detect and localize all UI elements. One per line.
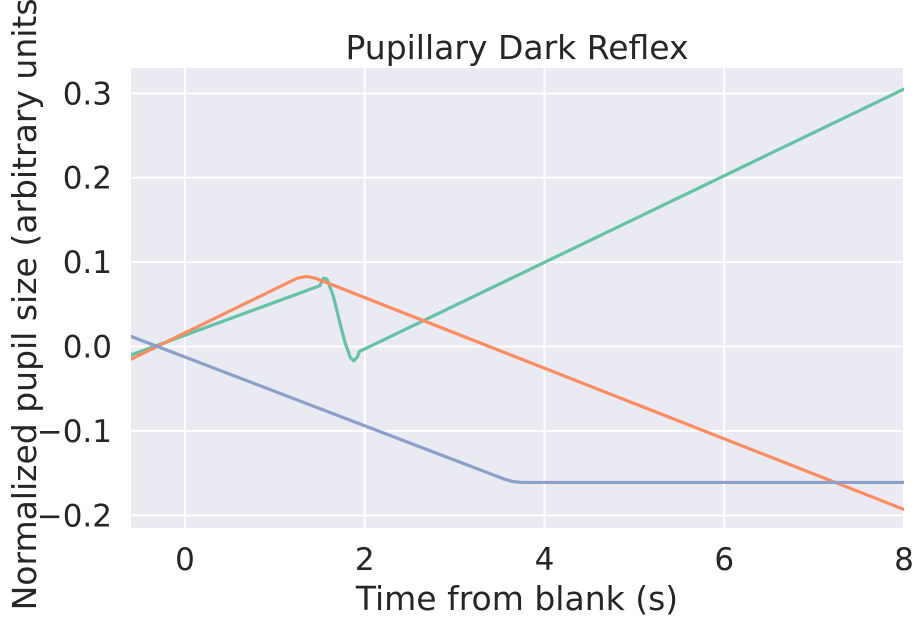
y-tick-label: 0.1 xyxy=(63,245,112,281)
series-line-3 xyxy=(131,334,904,485)
x-tick-label: 0 xyxy=(175,542,195,578)
series-line-2 xyxy=(131,274,904,512)
x-axis-label: Time from blank (s) xyxy=(355,579,678,618)
y-axis-label: Normalized pupil size (arbitrary units) xyxy=(5,0,44,610)
x-tick-label: 6 xyxy=(714,542,734,578)
x-tick-label: 8 xyxy=(894,542,914,578)
y-tick-label: 0.2 xyxy=(63,161,112,197)
plot-background xyxy=(131,68,904,528)
chart-title: Pupillary Dark Reflex xyxy=(345,28,688,67)
grid-lines xyxy=(131,68,905,528)
y-tick-label: 0.3 xyxy=(63,76,112,112)
y-tick-label: −0.2 xyxy=(37,498,112,534)
y-tick-label: −0.1 xyxy=(37,414,112,450)
x-tick-label: 2 xyxy=(355,542,375,578)
y-tick-label: 0.0 xyxy=(63,330,112,366)
x-tick-label: 4 xyxy=(535,542,555,578)
tick-labels: 0 2 4 6 8 −0.2 −0.1 0.0 0.1 0.2 0.3 xyxy=(37,76,914,578)
series-lines xyxy=(131,87,904,512)
